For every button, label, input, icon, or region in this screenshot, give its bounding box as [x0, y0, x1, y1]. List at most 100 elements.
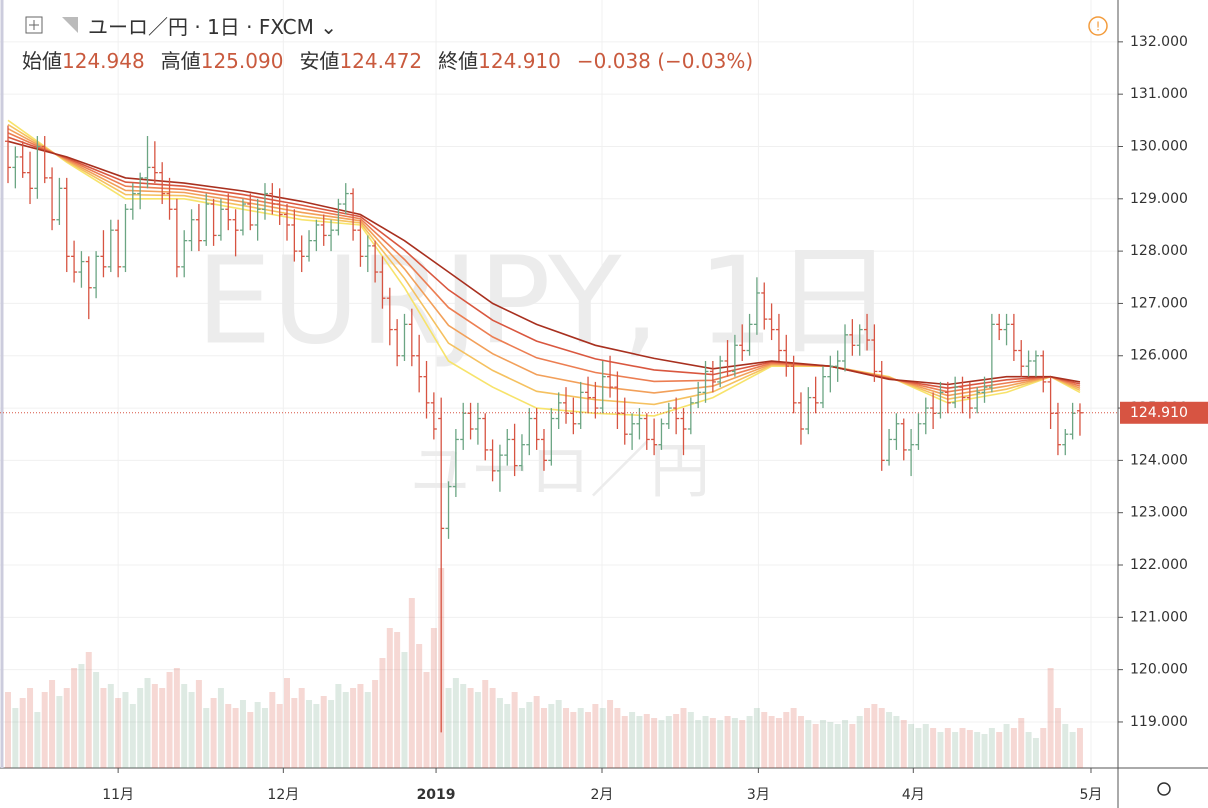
- volume-bar: [482, 680, 489, 768]
- moving-average: [7, 136, 1081, 390]
- volume-bar: [217, 688, 224, 768]
- volume-bar: [871, 704, 878, 768]
- volume-bar: [651, 718, 658, 768]
- volume-bar: [819, 720, 826, 768]
- volume-bar: [1054, 708, 1061, 768]
- watermark-sub: ユーロ／円: [410, 437, 710, 507]
- volume-bar: [922, 724, 929, 768]
- volume-bar: [937, 732, 944, 768]
- volume-bar: [812, 724, 819, 768]
- volume-bar: [342, 692, 349, 768]
- settings-icon[interactable]: [1157, 782, 1171, 796]
- expand-icon[interactable]: [25, 16, 43, 34]
- volume-bar: [41, 692, 48, 768]
- y-tick-label: 124.000: [1130, 452, 1188, 468]
- volume-bar: [372, 680, 379, 768]
- volume-bar: [379, 658, 386, 768]
- volume-bar: [335, 684, 342, 768]
- volume-bar: [783, 712, 790, 768]
- x-tick-label: 2月: [591, 787, 614, 803]
- y-tick-label: 120.000: [1130, 662, 1188, 678]
- moving-average: [7, 132, 1081, 393]
- volume-bar: [159, 688, 166, 768]
- volume-bar: [511, 692, 518, 768]
- volume-bar: [665, 716, 672, 768]
- volume-bar: [563, 708, 570, 768]
- volume-bar: [886, 712, 893, 768]
- volume-bar: [827, 722, 834, 768]
- volume-bar: [394, 632, 401, 768]
- volume-bar: [526, 702, 533, 768]
- x-tick-label: 4月: [902, 787, 925, 803]
- volume-bar: [878, 708, 885, 768]
- volume-bar: [518, 708, 525, 768]
- volume-bar: [173, 668, 180, 768]
- current-price-box: [1120, 401, 1208, 424]
- volume-bar: [261, 708, 268, 768]
- volume-bar: [908, 724, 915, 768]
- collapse-icon[interactable]: [62, 17, 78, 33]
- volume-bar: [328, 700, 335, 768]
- volume-bar: [915, 728, 922, 768]
- volume-bar: [19, 698, 26, 768]
- volume-bar: [489, 688, 496, 768]
- volume-bar: [548, 704, 555, 768]
- volume-bar: [107, 684, 114, 768]
- volume-bar: [1032, 738, 1039, 768]
- volume-bar: [56, 696, 63, 768]
- volume-bar: [320, 696, 327, 768]
- volume-bar: [100, 688, 107, 768]
- volume-bar: [93, 672, 100, 768]
- volume-bar: [1076, 728, 1083, 768]
- ohlc-label: 高値: [160, 49, 201, 73]
- y-tick-label: 128.000: [1130, 243, 1188, 259]
- volume-bar: [856, 716, 863, 768]
- volume-bar: [731, 718, 738, 768]
- moving-average: [7, 127, 1081, 397]
- volume-bar: [658, 720, 665, 768]
- ohlc-value: 124.948: [62, 49, 145, 73]
- volume-bar: [797, 716, 804, 768]
- volume-bar: [144, 678, 151, 768]
- volume-bar: [122, 692, 129, 768]
- volume-bar: [27, 688, 34, 768]
- volume-bar: [768, 716, 775, 768]
- volume-bar: [313, 704, 320, 768]
- volume-bar: [452, 678, 459, 768]
- symbol-line: ユーロ／円 · 1日 · FXCM ⌄: [88, 15, 337, 39]
- volume-bar: [5, 692, 12, 768]
- volume: [5, 568, 1083, 768]
- volume-bar: [974, 732, 981, 768]
- watermark: EURJPY, 1日: [196, 233, 894, 372]
- info-icon[interactable]: [1088, 16, 1108, 36]
- volume-bar: [460, 684, 467, 768]
- volume-bar: [702, 716, 709, 768]
- volume-bar: [78, 664, 85, 768]
- volume-bar: [306, 700, 313, 768]
- volume-bar: [350, 688, 357, 768]
- volume-bar: [761, 712, 768, 768]
- volume-bar: [533, 696, 540, 768]
- volume-bar: [1025, 732, 1032, 768]
- volume-bar: [247, 712, 254, 768]
- volume-bar: [966, 730, 973, 768]
- change: −0.038 (−0.03%): [576, 49, 754, 73]
- y-tick-label: 131.000: [1130, 86, 1188, 102]
- ohlc-value: 124.472: [339, 49, 423, 73]
- source: FXCM: [258, 15, 314, 39]
- volume-bar: [790, 708, 797, 768]
- volume-bar: [364, 692, 371, 768]
- current-price-label: 124.910: [1130, 405, 1188, 421]
- volume-bar: [225, 704, 232, 768]
- volume-bar: [416, 644, 423, 768]
- volume-bar: [599, 708, 606, 768]
- volume-bar: [386, 628, 393, 768]
- y-tick-label: 132.000: [1130, 34, 1188, 50]
- volume-bar: [849, 724, 856, 768]
- volume-bar: [555, 700, 562, 768]
- volume-bar: [577, 708, 584, 768]
- volume-bar: [34, 712, 41, 768]
- y-tick-label: 129.000: [1130, 191, 1188, 207]
